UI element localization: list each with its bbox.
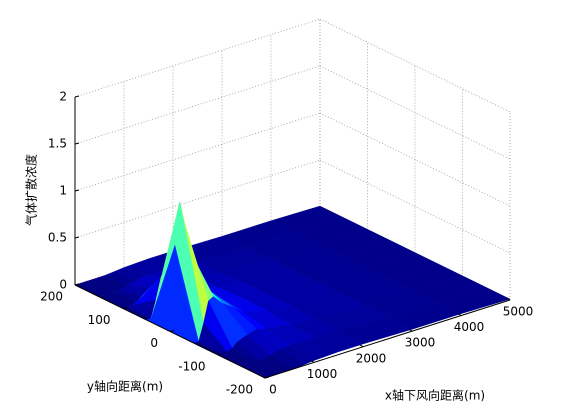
grid-line [319, 159, 511, 254]
x-tick-label: 3000 [405, 336, 436, 350]
z-tick [74, 189, 80, 192]
z-tick-label: 0 [59, 278, 67, 292]
x-tick-label: 0 [269, 383, 277, 397]
x-tick [261, 375, 266, 379]
grid-line [319, 18, 511, 113]
z-tick [74, 283, 80, 286]
y-tick-label: -200 [226, 383, 253, 397]
y-tick [122, 306, 127, 309]
x-tick [408, 328, 413, 332]
x-tick-label: 1000 [307, 367, 338, 381]
y-tick-label: 100 [88, 313, 111, 327]
y-axis-label: y轴向距离(m) [87, 379, 163, 394]
grid-line [74, 159, 321, 239]
y-tick [169, 330, 175, 332]
z-tick-label: 1 [59, 184, 67, 198]
x-tick-label: 5000 [503, 305, 534, 319]
x-tick [506, 297, 511, 301]
z-tick-label: 0.5 [48, 231, 67, 245]
z-axis-label: 气体扩散浓度 [24, 154, 39, 226]
x-tick [359, 344, 364, 348]
grid-line [319, 112, 511, 207]
y-tick-label: 200 [40, 290, 63, 304]
z-tick [74, 236, 80, 239]
x-axis [264, 299, 511, 379]
x-tick-label: 4000 [454, 320, 485, 334]
grid-line [74, 112, 321, 192]
z-tick [74, 142, 80, 145]
grid-line [74, 18, 321, 98]
z-tick [74, 95, 80, 98]
z-tick-label: 1.5 [48, 137, 67, 151]
x-axis-label: x轴下风向距离(m) [385, 388, 485, 403]
y-tick [264, 376, 270, 379]
grid-line [74, 65, 321, 145]
grid-line [319, 65, 511, 160]
y-tick [217, 353, 222, 356]
x-tick [457, 313, 462, 317]
y-tick-label: -100 [178, 359, 205, 373]
x-tick [310, 359, 315, 363]
z-tick-label: 2 [59, 90, 67, 104]
y-tick-label: 0 [150, 336, 158, 350]
x-tick-label: 2000 [356, 351, 387, 365]
